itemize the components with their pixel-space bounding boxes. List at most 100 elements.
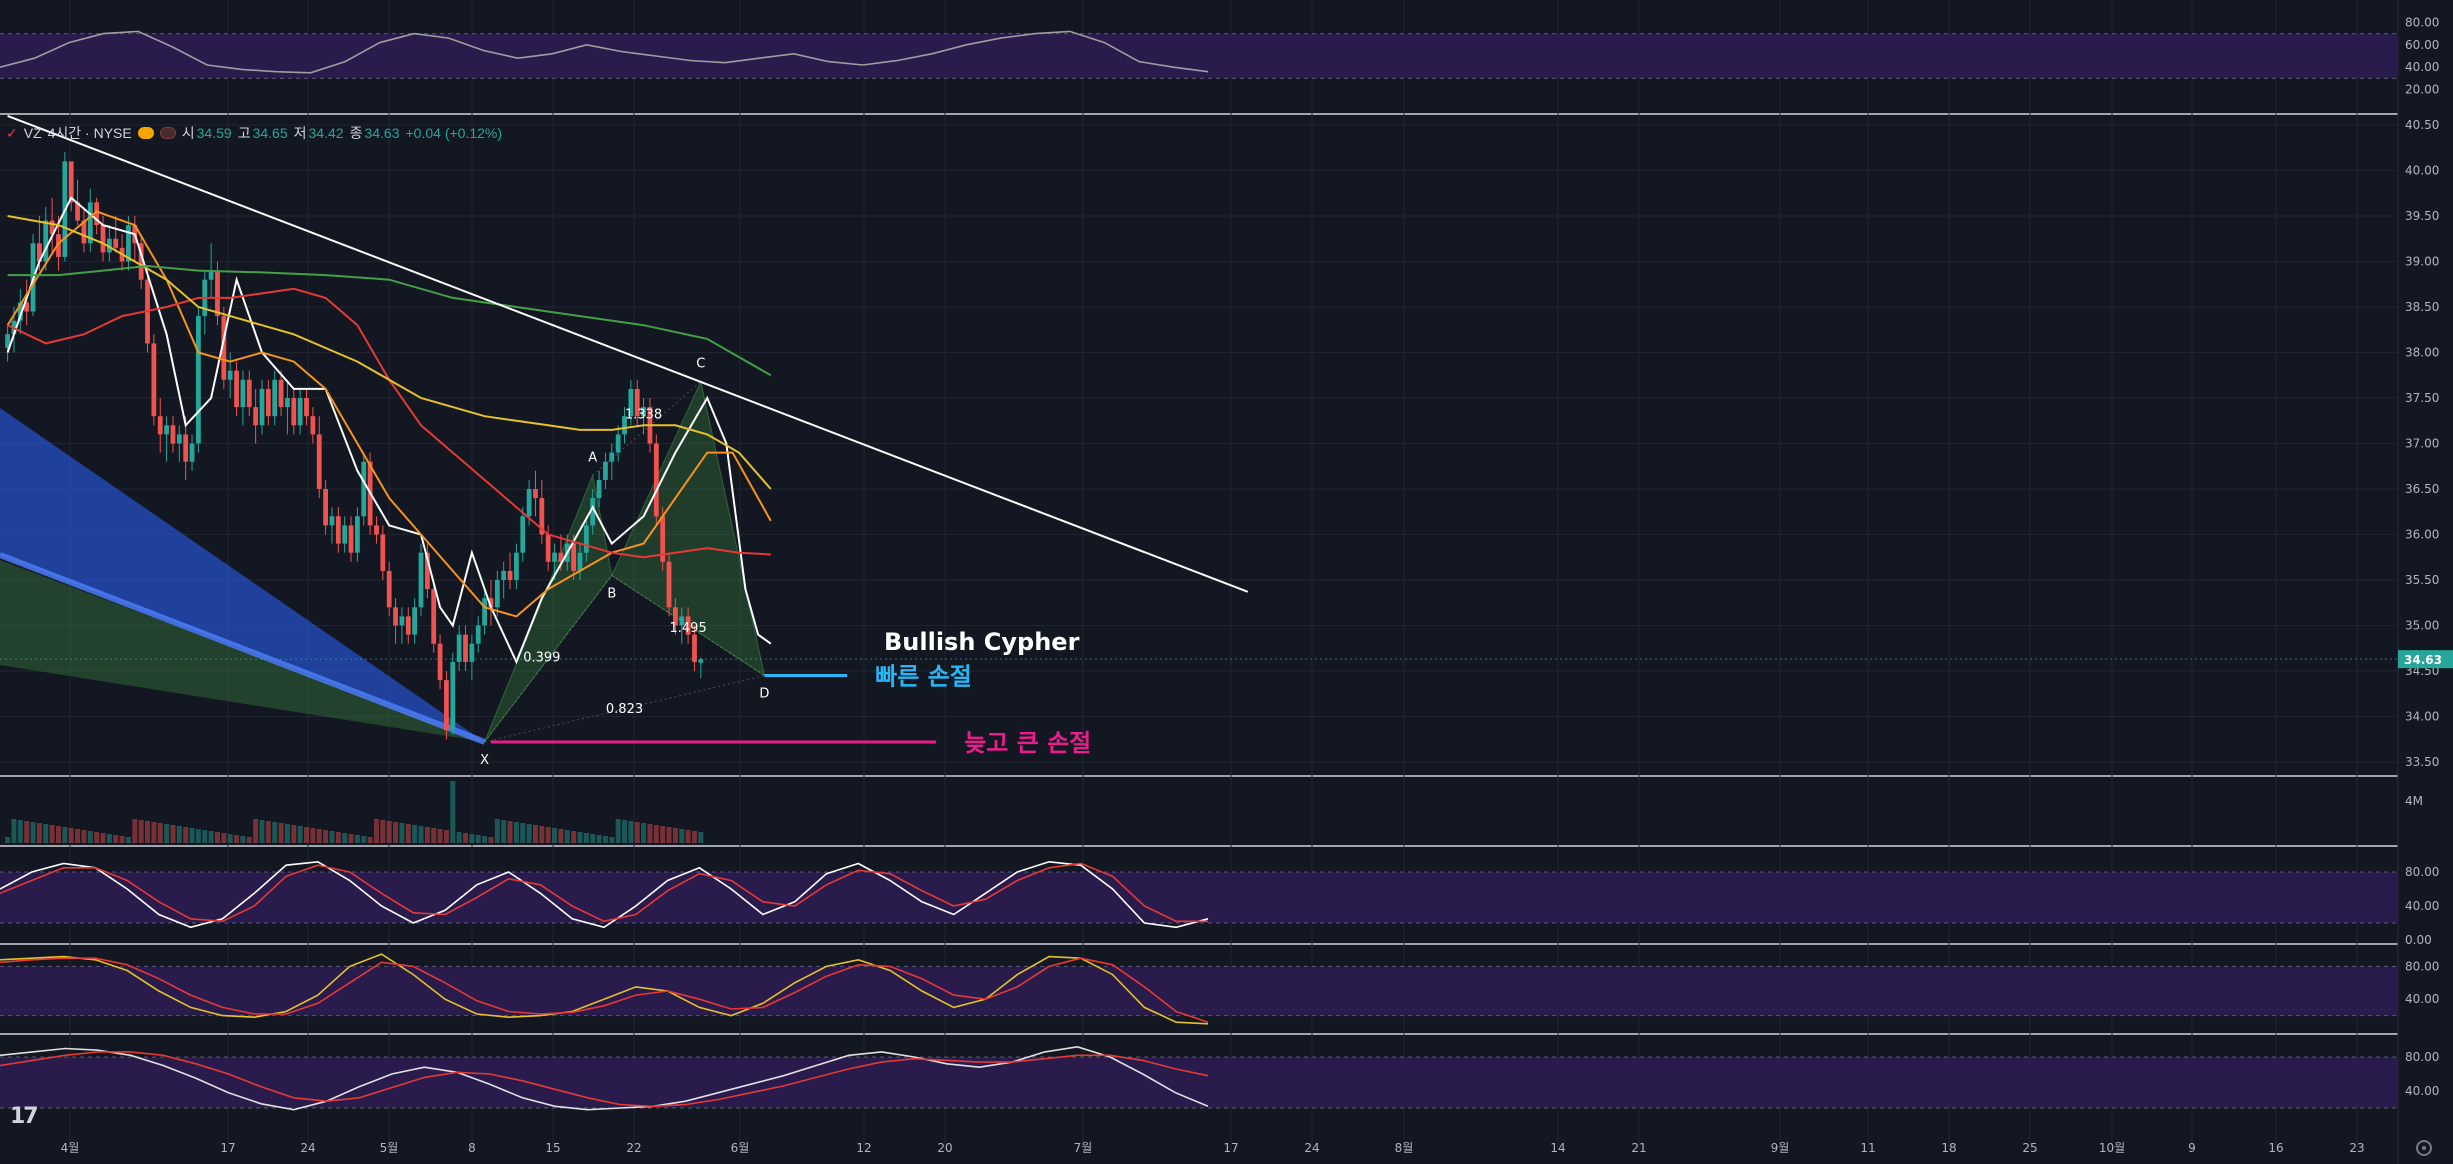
volume-bar <box>183 827 189 843</box>
x-tick-label: 17 <box>220 1141 235 1155</box>
y-tick-label: 37.50 <box>2405 391 2439 405</box>
candle-body <box>609 452 615 462</box>
candle-body <box>418 552 424 608</box>
candle-body <box>488 598 494 608</box>
candle-body <box>526 489 532 517</box>
volume-bar <box>660 826 666 843</box>
candle-body <box>641 407 646 417</box>
candle-body <box>189 443 195 462</box>
candle-body <box>431 589 437 644</box>
candle-body <box>660 516 666 562</box>
x-tick-label: 6월 <box>731 1141 750 1155</box>
volume-bar <box>685 830 691 843</box>
oscillator-line <box>0 957 1209 1023</box>
candle-body <box>412 607 418 635</box>
candle-body <box>437 643 443 681</box>
candle-body <box>5 334 10 348</box>
volume-bar <box>240 836 246 843</box>
pattern-point-label: D <box>759 687 769 702</box>
volume-bar <box>622 820 628 843</box>
volume-bar <box>424 827 430 843</box>
oscillator-line <box>0 862 1208 923</box>
moving-average-line <box>7 287 771 559</box>
ticker-legend[interactable]: ✓ VZ 4시간 · NYSE 시 34.59 고 34.65 저 34.42 … <box>6 123 508 143</box>
candle-body <box>24 302 30 312</box>
volume-bar <box>297 826 303 843</box>
candle-body <box>482 598 487 626</box>
candle-body <box>424 552 430 590</box>
candle-body <box>278 379 284 408</box>
volume-bar <box>583 833 589 843</box>
oscillator-line <box>0 1045 1209 1111</box>
close-label: 종 <box>349 125 363 141</box>
pattern-ratio-label: 1.495 <box>670 621 707 636</box>
volume-bar <box>494 819 500 843</box>
candle-body <box>183 434 189 462</box>
volume-bar <box>157 823 163 843</box>
candle-body <box>138 243 144 280</box>
volume-bar <box>482 836 488 843</box>
volume-bar <box>272 822 278 843</box>
volume-bar <box>43 824 49 843</box>
candle-body <box>393 607 398 626</box>
volume-bar <box>132 819 138 843</box>
oscillator-axis-label: 80.00 <box>2405 1050 2439 1064</box>
volume-bar <box>176 826 182 843</box>
oscillator-line <box>0 860 1209 929</box>
volume-bar <box>450 781 456 843</box>
volume-bar <box>469 834 475 843</box>
volume-bar <box>36 823 42 843</box>
volume-bar <box>634 822 640 843</box>
gear-icon[interactable] <box>2416 1140 2432 1156</box>
x-tick-label: 8월 <box>1395 1141 1414 1155</box>
candle-body <box>673 607 678 626</box>
candle-body <box>75 202 80 221</box>
visibility-check-icon[interactable]: ✓ <box>6 124 18 141</box>
x-tick-label: 7월 <box>1074 1141 1093 1155</box>
volume-bar <box>367 837 373 843</box>
oscillator-axis-label: 60.00 <box>2405 38 2439 52</box>
x-tick-label: 11 <box>1860 1141 1875 1155</box>
moving-average-line <box>7 264 772 377</box>
volume-bar <box>195 829 201 843</box>
candle-body <box>43 220 49 262</box>
candle-body <box>603 461 608 480</box>
candle-body <box>170 425 176 444</box>
volume-bar <box>30 822 36 843</box>
oscillator-line <box>0 30 1209 74</box>
y-tick-label: 36.00 <box>2405 528 2439 542</box>
volume-bar <box>221 833 227 843</box>
volume-bar <box>615 819 621 843</box>
volume-bar <box>316 829 322 843</box>
candle-body <box>297 398 303 426</box>
volume-bar <box>100 833 106 843</box>
tradingview-logo-icon[interactable]: 17 <box>10 1104 39 1129</box>
volume-bar <box>55 826 61 843</box>
x-tick-label: 23 <box>2349 1141 2364 1155</box>
candle-body <box>571 543 577 571</box>
volume-bar <box>488 837 494 843</box>
x-tick-label: 18 <box>1941 1141 1956 1155</box>
volume-bar <box>373 819 379 843</box>
ticker-interval-exchange: 4시간 · NYSE <box>47 125 132 141</box>
moving-average-line <box>7 215 772 490</box>
candle-body <box>456 634 462 662</box>
y-tick-label: 38.00 <box>2405 346 2439 360</box>
candle-body <box>272 379 278 417</box>
volume-bar <box>145 821 151 843</box>
candle-body <box>94 202 100 226</box>
candle-body <box>151 343 157 417</box>
candle-body <box>157 416 163 435</box>
pattern-name-label: Bullish Cypher <box>884 628 1080 656</box>
oscillator-band <box>0 1057 2398 1108</box>
candle-body <box>380 534 386 571</box>
volume-bar <box>208 831 214 843</box>
oscillator-axis-label: 80.00 <box>2405 15 2439 29</box>
x-tick-label: 17 <box>1223 1141 1238 1155</box>
candle-body <box>208 270 214 280</box>
ticker-symbol[interactable]: VZ <box>23 125 42 141</box>
volume-bar <box>304 827 310 843</box>
volume-bar <box>284 824 290 843</box>
